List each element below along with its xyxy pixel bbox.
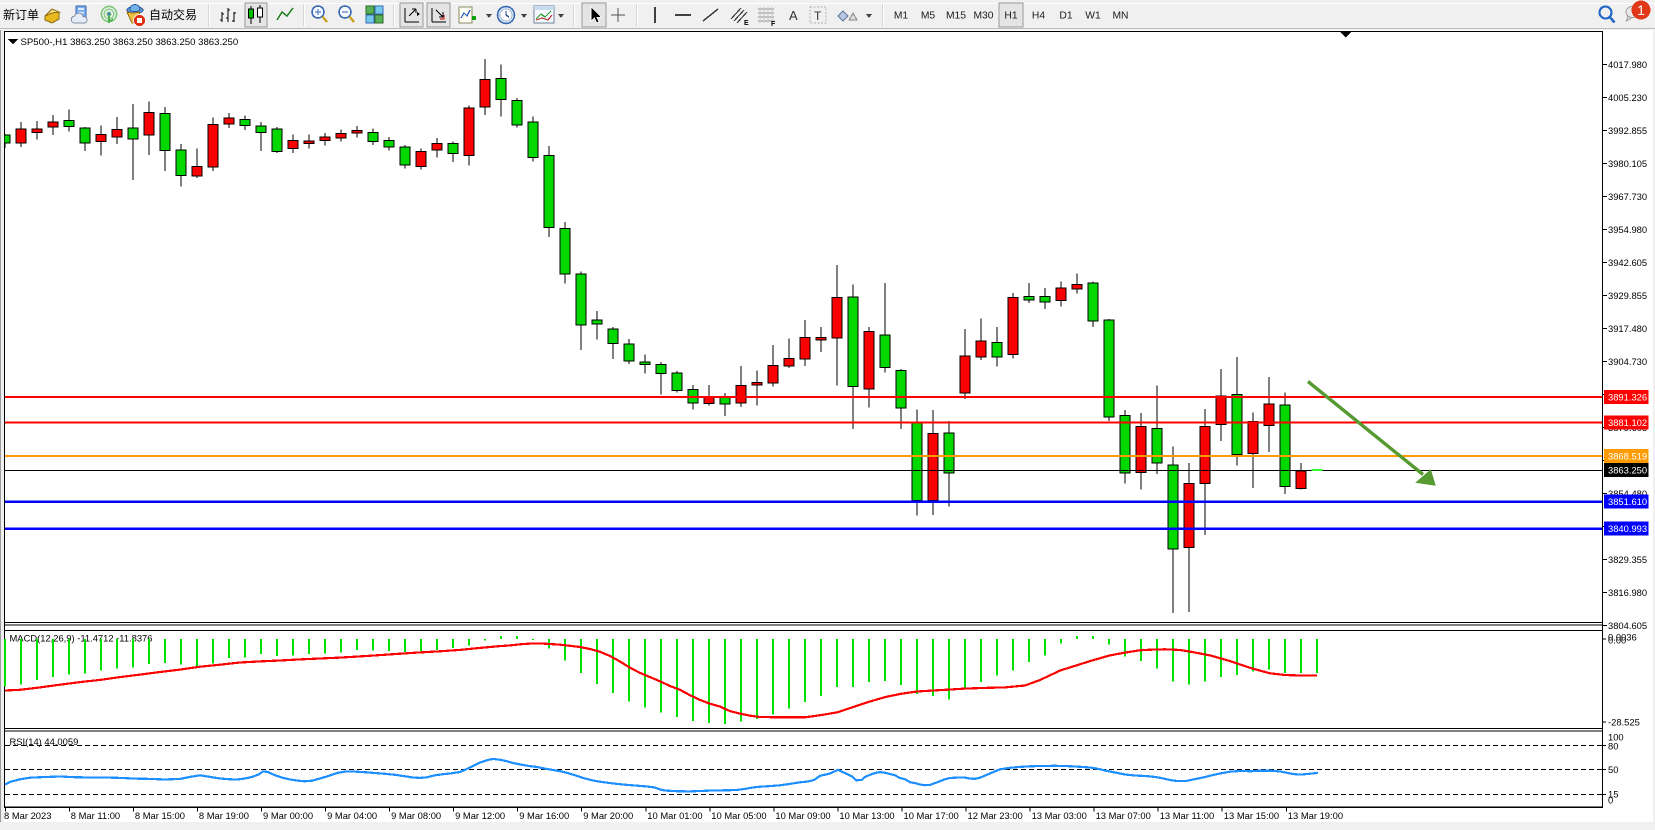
svg-text:8 Mar 19:00: 8 Mar 19:00 xyxy=(199,810,249,821)
svg-text:W1: W1 xyxy=(1085,11,1101,22)
svg-text:12 Mar 23:00: 12 Mar 23:00 xyxy=(968,810,1023,821)
svg-text:10 Mar 09:00: 10 Mar 09:00 xyxy=(775,810,830,821)
svg-text:50: 50 xyxy=(1608,764,1618,775)
svg-text:9 Mar 08:00: 9 Mar 08:00 xyxy=(391,810,441,821)
svg-text:-28.525: -28.525 xyxy=(1608,717,1640,728)
svg-text:0: 0 xyxy=(1608,795,1613,806)
svg-text:3967.730: 3967.730 xyxy=(1608,191,1647,202)
svg-text:D1: D1 xyxy=(1059,11,1072,22)
svg-text:15: 15 xyxy=(1608,789,1618,800)
svg-text:4017.980: 4017.980 xyxy=(1608,59,1647,70)
svg-text:9 Mar 20:00: 9 Mar 20:00 xyxy=(583,810,633,821)
svg-text:10 Mar 17:00: 10 Mar 17:00 xyxy=(904,810,959,821)
svg-text:10 Mar 13:00: 10 Mar 13:00 xyxy=(839,810,894,821)
svg-text:新订单: 新订单 xyxy=(3,7,39,22)
svg-text:80: 80 xyxy=(1608,741,1618,752)
svg-text:10 Mar 01:00: 10 Mar 01:00 xyxy=(647,810,702,821)
svg-text:H4: H4 xyxy=(1032,11,1045,22)
svg-text:自动交易: 自动交易 xyxy=(149,7,197,22)
svg-text:13 Mar 19:00: 13 Mar 19:00 xyxy=(1288,810,1343,821)
svg-text:3868.519: 3868.519 xyxy=(1608,451,1647,462)
svg-text:T: T xyxy=(814,9,822,23)
svg-text:13 Mar 07:00: 13 Mar 07:00 xyxy=(1096,810,1151,821)
svg-text:SP500-,H1 3863.250 3863.250 3: SP500-,H1 3863.250 3863.250 3863.250 386… xyxy=(21,37,239,48)
svg-text:3881.102: 3881.102 xyxy=(1608,417,1647,428)
svg-text:1: 1 xyxy=(1637,2,1645,18)
svg-text:M1: M1 xyxy=(894,11,909,22)
svg-text:3854.480: 3854.480 xyxy=(1608,488,1647,499)
svg-text:3980.105: 3980.105 xyxy=(1608,158,1647,169)
svg-text:8 Mar 2023: 8 Mar 2023 xyxy=(4,810,51,821)
svg-text:3992.855: 3992.855 xyxy=(1608,125,1647,136)
svg-text:13 Mar 11:00: 13 Mar 11:00 xyxy=(1160,810,1215,821)
svg-text:3804.605: 3804.605 xyxy=(1608,620,1647,631)
svg-text:3863.250: 3863.250 xyxy=(1608,465,1647,476)
svg-text:9 Mar 12:00: 9 Mar 12:00 xyxy=(455,810,505,821)
svg-text:9 Mar 00:00: 9 Mar 00:00 xyxy=(263,810,313,821)
svg-text:H1: H1 xyxy=(1004,11,1017,22)
svg-text:8 Mar 11:00: 8 Mar 11:00 xyxy=(71,810,120,821)
svg-text:RSI(14) 44.0059: RSI(14) 44.0059 xyxy=(10,736,79,747)
svg-text:3929.855: 3929.855 xyxy=(1608,290,1647,301)
svg-text:3954.980: 3954.980 xyxy=(1608,224,1647,235)
svg-text:M30: M30 xyxy=(973,11,993,22)
svg-text:13 Mar 15:00: 13 Mar 15:00 xyxy=(1224,810,1279,821)
svg-text:9 Mar 16:00: 9 Mar 16:00 xyxy=(519,810,569,821)
svg-text:M15: M15 xyxy=(946,11,966,22)
svg-text:MACD(12,26,9) -11.4712 -11.837: MACD(12,26,9) -11.4712 -11.8376 xyxy=(10,633,153,644)
svg-text:8 Mar 15:00: 8 Mar 15:00 xyxy=(135,810,185,821)
svg-text:A: A xyxy=(789,8,798,23)
svg-text:100: 100 xyxy=(1608,732,1624,743)
svg-text:4005.230: 4005.230 xyxy=(1608,92,1647,103)
svg-text:3829.355: 3829.355 xyxy=(1608,554,1647,565)
svg-text:0.0036: 0.0036 xyxy=(1608,632,1637,643)
svg-text:3851.610: 3851.610 xyxy=(1608,496,1647,507)
svg-text:E: E xyxy=(744,20,749,27)
svg-text:9 Mar 04:00: 9 Mar 04:00 xyxy=(327,810,377,821)
svg-text:3816.980: 3816.980 xyxy=(1608,587,1647,598)
svg-text:M5: M5 xyxy=(921,11,936,22)
svg-text:3840.993: 3840.993 xyxy=(1608,523,1647,534)
svg-text:F: F xyxy=(771,21,776,28)
svg-text:10 Mar 05:00: 10 Mar 05:00 xyxy=(711,810,766,821)
svg-text:0.00: 0.00 xyxy=(1608,635,1626,646)
svg-text:3942.605: 3942.605 xyxy=(1608,257,1647,268)
svg-text:3917.480: 3917.480 xyxy=(1608,323,1647,334)
svg-text:MN: MN xyxy=(1112,11,1128,22)
svg-text:3891.326: 3891.326 xyxy=(1608,392,1647,403)
svg-text:13 Mar 03:00: 13 Mar 03:00 xyxy=(1032,810,1087,821)
svg-text:3904.730: 3904.730 xyxy=(1608,356,1647,367)
